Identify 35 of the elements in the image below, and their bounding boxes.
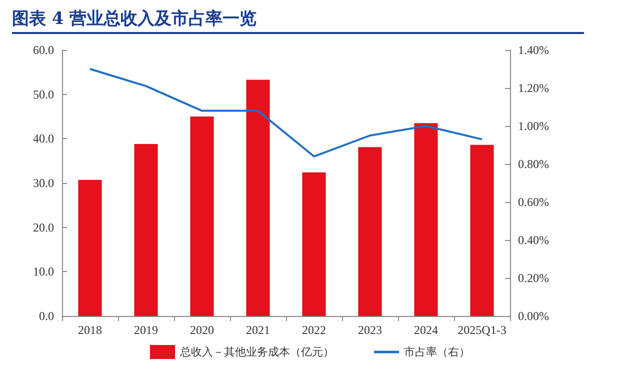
x-tick-label: 2025Q1-3 — [458, 323, 506, 337]
x-tick-label: 2023 — [358, 323, 382, 337]
y2-tick-label: 1.00% — [518, 119, 549, 133]
bar — [470, 144, 494, 316]
x-tick-label: 2020 — [190, 323, 214, 337]
line-series — [89, 68, 483, 158]
y-tick-label: 0.0 — [39, 309, 54, 323]
y2-tick-label: 0.40% — [518, 233, 549, 247]
y2-tick-label: 0.80% — [518, 157, 549, 171]
legend-label: 总收入－其他业务成本（亿元） — [179, 346, 334, 358]
legend-label: 市占率（右） — [404, 346, 470, 358]
y-tick-label: 40.0 — [33, 132, 54, 146]
x-tick-label: 2022 — [302, 323, 326, 337]
y-tick-label: 60.0 — [33, 43, 54, 57]
bar — [302, 172, 326, 316]
y2-tick-label: 0.20% — [518, 271, 549, 285]
bar — [134, 144, 158, 316]
x-tick-label: 2019 — [134, 323, 158, 337]
y2-tick-label: 1.20% — [518, 81, 549, 95]
bar — [246, 80, 270, 316]
bar — [358, 147, 382, 316]
x-tick-label: 2021 — [246, 323, 270, 337]
y-tick-label: 10.0 — [33, 264, 54, 279]
bar — [78, 180, 102, 316]
x-tick-label: 2018 — [78, 323, 102, 337]
y2-tick-label: 0.00% — [518, 309, 549, 323]
bar — [190, 116, 214, 316]
bar — [414, 123, 438, 316]
y2-tick-label: 1.40% — [518, 43, 549, 57]
y-tick-label: 20.0 — [33, 220, 54, 234]
x-tick-label: 2024 — [414, 323, 438, 337]
chart-title: 图表 4 营业总收入及市占率一览 — [12, 6, 584, 34]
y-tick-label: 50.0 — [33, 87, 54, 102]
y-tick-label: 30.0 — [33, 176, 54, 190]
y2-tick-label: 0.60% — [518, 195, 549, 209]
